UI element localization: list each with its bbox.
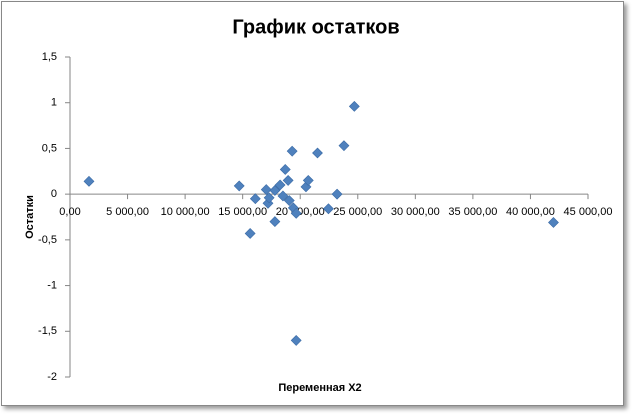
point <box>277 190 289 202</box>
x-tick-label: 35 000,00 <box>448 206 497 218</box>
y-tick-label: 1,5 <box>42 51 57 63</box>
point <box>331 188 343 200</box>
point <box>283 195 295 206</box>
x-tick-label: 5 000,00 <box>106 206 149 218</box>
y-tick-label: 1 <box>51 97 57 109</box>
y-tick-label: 0 <box>51 188 57 200</box>
chart-title: График остатков <box>232 16 399 38</box>
point <box>279 164 291 175</box>
x-tick-label: 40 000,00 <box>506 206 555 218</box>
y-tick-label: -1 <box>47 279 57 291</box>
point <box>244 228 256 239</box>
point <box>548 217 559 228</box>
chart-border <box>1 1 624 406</box>
point <box>233 180 245 192</box>
x-axis-title: Переменная X2 <box>278 382 361 394</box>
x-tick-label: 15 000,00 <box>218 206 267 218</box>
x-tick-label: 25 000,00 <box>333 206 382 218</box>
x-tick-label: 0,00 <box>59 206 80 218</box>
x-tick-label: 30 000,00 <box>391 206 440 218</box>
point <box>249 193 261 205</box>
point <box>286 145 298 157</box>
point <box>302 175 314 186</box>
y-tick-label: -1,5 <box>38 325 57 337</box>
point <box>322 203 334 215</box>
point <box>83 175 95 187</box>
point <box>260 184 272 195</box>
point <box>290 207 302 219</box>
point <box>274 179 286 191</box>
point <box>348 100 360 112</box>
y-tick-label: 0,5 <box>42 142 57 154</box>
point <box>263 192 275 204</box>
x-tick-label: 45 000,00 <box>564 206 613 218</box>
y-tick-label: -2 <box>47 371 57 383</box>
point <box>269 185 281 196</box>
y-tick-label: -0,5 <box>38 234 57 246</box>
point <box>282 175 294 186</box>
x-tick-label: 10 000,00 <box>161 206 210 218</box>
y-axis-title: Остатки <box>24 195 36 239</box>
point <box>312 147 323 159</box>
point <box>338 140 350 152</box>
point <box>269 216 281 227</box>
point <box>290 335 302 346</box>
